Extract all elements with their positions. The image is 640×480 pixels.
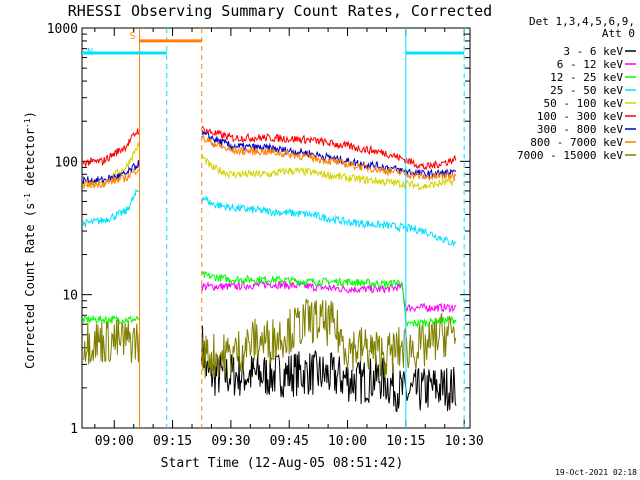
y-axis-label-end: ) bbox=[23, 111, 37, 118]
x-tick-label: 09:30 bbox=[211, 434, 250, 449]
legend-header-line-2: Att 0 bbox=[602, 27, 635, 40]
x-axis-label: Start Time (12-Aug-05 08:51:42) bbox=[161, 456, 404, 471]
series-line-3 bbox=[82, 270, 457, 328]
series-line-8 bbox=[83, 134, 457, 189]
legend-entry-label: 50 - 100 keV bbox=[544, 97, 624, 110]
x-tick-label: 10:15 bbox=[386, 434, 425, 449]
series-line-2 bbox=[201, 279, 457, 314]
chart-title: RHESSI Observing Summary Count Rates, Co… bbox=[68, 2, 492, 20]
x-tick-label: 09:15 bbox=[153, 434, 192, 449]
x-tick-label: 09:00 bbox=[95, 434, 134, 449]
legend-entry-label: 300 - 800 keV bbox=[537, 123, 623, 136]
y-axis-label-mid: detector bbox=[23, 128, 37, 193]
y-tick-label: 1000 bbox=[47, 22, 78, 37]
series-line-4 bbox=[82, 188, 457, 247]
y-axis-label-main: Corrected Count Rate (s bbox=[23, 203, 37, 369]
y-tick-label: 1 bbox=[70, 422, 78, 437]
plot-frame bbox=[81, 27, 471, 429]
y-axis-label-sup: -1 bbox=[23, 193, 32, 203]
series-line-9 bbox=[82, 298, 457, 379]
legend-entry-label: 3 - 6 keV bbox=[563, 45, 623, 58]
plot-area: 1 10 100 1000 09:00 09:15 09:30 09:45 10:00 10:15… bbox=[47, 22, 484, 449]
legend-entry-label: 25 - 50 keV bbox=[550, 84, 623, 97]
flag-label-S: S bbox=[130, 31, 136, 42]
y-tick-label: 100 bbox=[55, 155, 78, 170]
series-line-5 bbox=[82, 141, 456, 192]
legend-entry-label: 6 - 12 keV bbox=[557, 58, 624, 71]
y-axis-label-sup2: -1 bbox=[23, 118, 32, 128]
x-tick-label: 10:00 bbox=[328, 434, 367, 449]
legend-entry-label: 800 - 7000 keV bbox=[530, 136, 623, 149]
legend-entry-label: 12 - 25 keV bbox=[550, 71, 623, 84]
legend-entry-label: 100 - 300 keV bbox=[537, 110, 623, 123]
series-line-1 bbox=[201, 325, 457, 413]
y-tick-label: 10 bbox=[62, 289, 78, 304]
legend-entry-label: 7000 - 15000 keV bbox=[517, 149, 623, 162]
legend-header-line-1: Det 1,3,4,5,6,9, bbox=[529, 15, 635, 28]
x-tick-label: 10:30 bbox=[445, 434, 484, 449]
flag-label-N: N bbox=[87, 47, 93, 58]
series-line-6 bbox=[82, 125, 457, 171]
x-tick-label: 09:45 bbox=[270, 434, 309, 449]
footer-date: 19-Oct-2021 02:18 bbox=[555, 468, 637, 477]
y-axis-label: Corrected Count Rate (s-1 detector-1) bbox=[23, 111, 38, 369]
